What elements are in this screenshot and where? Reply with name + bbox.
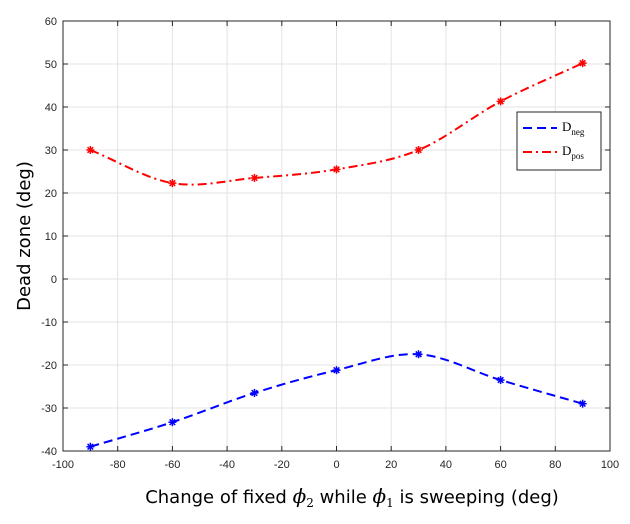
data-point-neg [414, 350, 423, 359]
data-point-pos [578, 59, 587, 68]
data-point-pos [250, 173, 259, 182]
axis-ticks: -100 -80 -60 -40 -20 0 20 40 60 80 100-40-30-20-10… [41, 16, 619, 471]
x-tick-label: 40 [440, 459, 452, 471]
grid-lines [62, 20, 611, 452]
y-tick-label: 20 [45, 188, 57, 200]
x-axis-label-suffix: is sweeping (deg) [394, 487, 559, 508]
data-point-neg [578, 399, 587, 408]
y-tick-label: 0 [51, 274, 57, 286]
data-point-neg [250, 388, 259, 397]
data-point-pos [496, 97, 505, 106]
legend-box [516, 111, 602, 171]
data-point-neg [332, 366, 341, 375]
phi1-subscript: 1 [386, 496, 394, 510]
y-tick-label: 40 [45, 102, 57, 114]
y-axis-label: Dead zone (deg) [14, 161, 35, 311]
x-tick-label: -40 [219, 459, 235, 471]
x-tick-label: -100 [52, 459, 74, 471]
data-point-neg [496, 376, 505, 385]
x-axis-label-prefix: Change of fixed [145, 487, 292, 508]
y-tick-label: 60 [45, 16, 57, 28]
data-point-neg [168, 418, 177, 427]
phi1-symbol: ϕ [373, 484, 387, 508]
legend: Dneg Dpos [516, 111, 602, 171]
y-tick-label: 10 [45, 231, 57, 243]
y-tick-label: 50 [45, 59, 57, 71]
data-point-neg [86, 442, 95, 451]
x-axis-label: Change of fixed ϕ2 while ϕ1 is sweeping … [145, 484, 559, 510]
data-point-pos [332, 165, 341, 174]
x-axis-label-middle: while [314, 487, 373, 508]
phi2-subscript: 2 [306, 496, 314, 510]
series-layer [86, 59, 587, 451]
x-tick-label: 100 [601, 459, 619, 471]
x-tick-label: 80 [549, 459, 561, 471]
data-point-pos [86, 146, 95, 154]
y-tick-label: -30 [41, 403, 57, 415]
data-point-pos [414, 146, 423, 154]
legend-label-pos: Dpos [562, 143, 584, 161]
legend-label-neg: Dneg [562, 119, 585, 137]
x-tick-label: 60 [494, 459, 506, 471]
data-point-pos [168, 179, 177, 188]
phi2-symbol: ϕ [293, 484, 307, 508]
x-tick-label: -60 [164, 459, 180, 471]
y-tick-label: -40 [41, 446, 57, 458]
y-tick-label: 30 [45, 145, 57, 157]
y-tick-label: -10 [41, 317, 57, 329]
x-tick-label: -80 [110, 459, 126, 471]
x-tick-label: 20 [385, 459, 397, 471]
x-tick-label: -20 [274, 459, 290, 471]
x-tick-label: 0 [333, 459, 339, 471]
y-tick-label: -20 [41, 360, 57, 372]
